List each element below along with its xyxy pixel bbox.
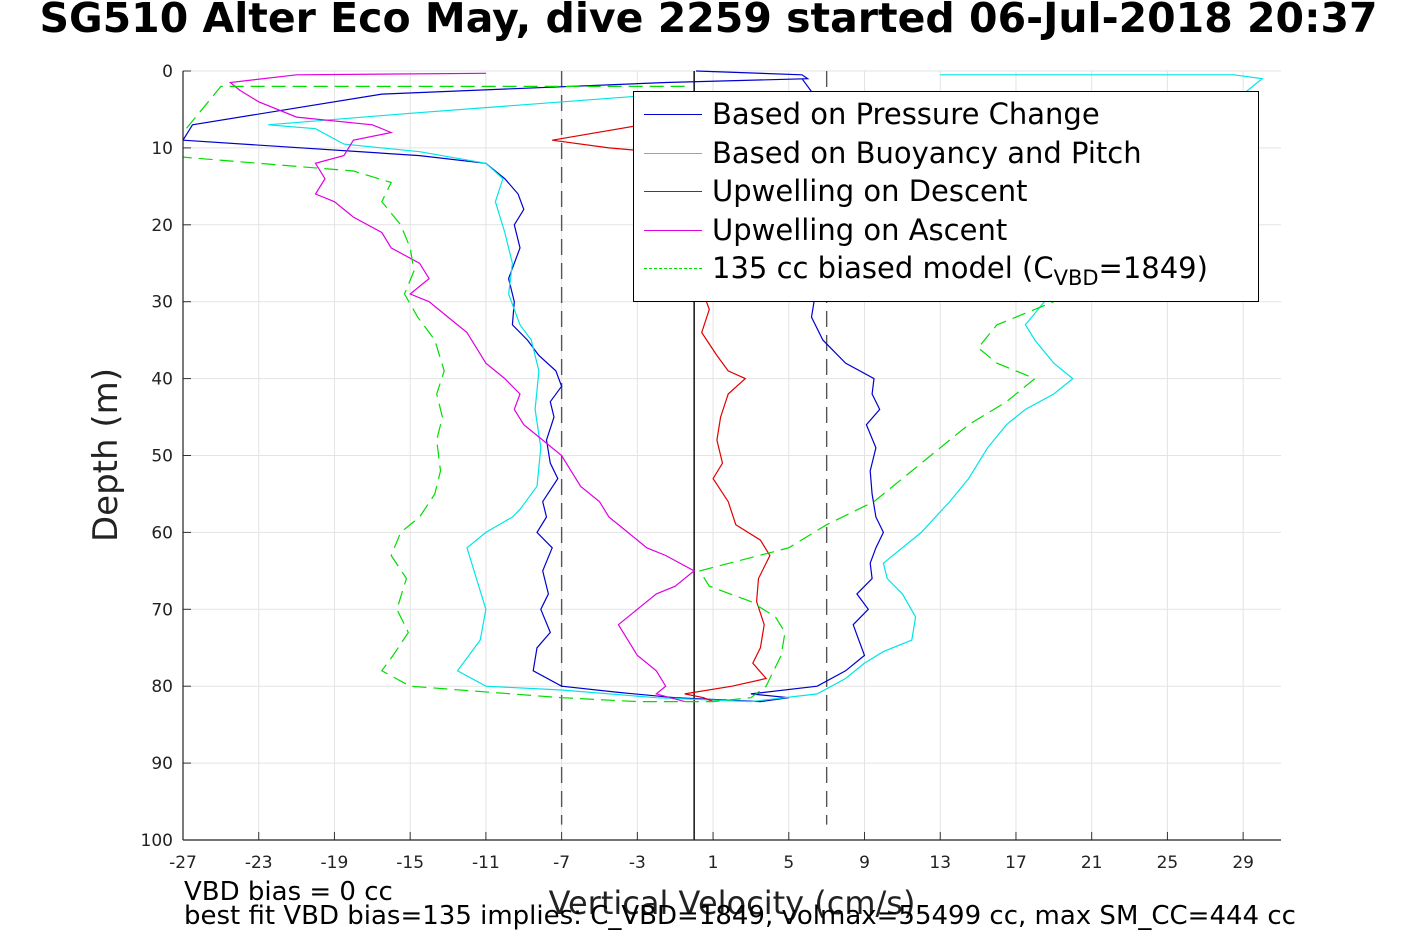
y-tick-label: 40 bbox=[151, 370, 173, 390]
y-tick-label: 100 bbox=[141, 831, 173, 851]
legend-swatch bbox=[644, 152, 702, 154]
x-tick-label: -15 bbox=[396, 853, 424, 873]
chart-title: SG510 Alter Eco May, dive 2259 started 0… bbox=[39, 0, 1378, 42]
series-line-4 bbox=[228, 72, 696, 703]
x-tick-label: 17 bbox=[1005, 853, 1027, 873]
legend-item: Upwelling on Ascent bbox=[634, 211, 1258, 249]
x-axis-label: Vertical Velocity (cm/s) bbox=[549, 884, 916, 922]
y-tick-label: 30 bbox=[151, 293, 173, 313]
x-tick-label: 29 bbox=[1232, 853, 1254, 873]
y-tick-label: 0 bbox=[162, 62, 173, 82]
axes bbox=[182, 70, 1281, 841]
x-tick-label: 1 bbox=[708, 853, 719, 873]
y-tick-label: 20 bbox=[151, 216, 173, 236]
legend-swatch bbox=[644, 268, 702, 269]
legend-label: Based on Buoyancy and Pitch bbox=[712, 136, 1142, 170]
legend-item: Based on Pressure Change bbox=[634, 95, 1258, 133]
legend-label: Upwelling on Descent bbox=[712, 174, 1028, 208]
legend-label: 135 cc biased model (CVBD=1849) bbox=[712, 251, 1208, 290]
legend-swatch bbox=[644, 191, 702, 192]
legend-label-text: Upwelling on Ascent bbox=[712, 212, 1008, 247]
tick-labels: -27 -23 -19 -15 -11 -7 -3 1 5 9 13 17 21 25 29 0 10 20 30 4… bbox=[141, 62, 1254, 873]
legend-label: Upwelling on Ascent bbox=[712, 213, 1007, 247]
x-tick-label: 5 bbox=[783, 853, 794, 873]
x-tick-label: 13 bbox=[929, 853, 951, 873]
y-tick-label: 10 bbox=[151, 139, 173, 159]
legend-item: Based on Buoyancy and Pitch bbox=[634, 134, 1258, 172]
vbd-bias-text: VBD bias = 0 cc bbox=[184, 877, 393, 907]
series-line-5 bbox=[183, 85, 1055, 703]
x-tick-label: 21 bbox=[1081, 853, 1103, 873]
y-tick-label: 80 bbox=[151, 677, 173, 697]
x-tick-label: -7 bbox=[553, 853, 570, 873]
x-tick-label: -27 bbox=[169, 853, 197, 873]
y-tick-label: 60 bbox=[151, 523, 173, 543]
legend-swatch bbox=[644, 229, 702, 231]
x-tick-label: -19 bbox=[321, 853, 349, 873]
series-line-1 bbox=[183, 70, 885, 703]
x-tick-label: 9 bbox=[859, 853, 870, 873]
legend-item: Upwelling on Descent bbox=[634, 172, 1258, 210]
best-fit-text: best fit VBD bias=135 implies: C_VBD=184… bbox=[184, 901, 1296, 931]
y-tick-label: 90 bbox=[151, 754, 173, 774]
legend-label-suffix: =1849) bbox=[1098, 251, 1208, 285]
legend-item: 135 cc biased model (CVBD=1849) bbox=[634, 249, 1258, 290]
legend-label-text: Upwelling on Descent bbox=[712, 174, 1028, 208]
x-tick-label: -3 bbox=[629, 853, 646, 873]
legend-label-text: Based on Buoyancy and Pitch bbox=[712, 135, 1142, 170]
x-tick-label: 25 bbox=[1157, 853, 1179, 873]
legend: Based on Pressure Change Based on Buoyanc… bbox=[633, 91, 1259, 302]
y-tick-label: 70 bbox=[151, 600, 173, 620]
legend-label: Based on Pressure Change bbox=[712, 97, 1100, 131]
x-tick-label: -23 bbox=[245, 853, 273, 873]
legend-label-text: 135 cc biased model (C bbox=[712, 251, 1054, 285]
x-tick-label: -11 bbox=[472, 853, 500, 873]
y-tick-label: 50 bbox=[151, 447, 173, 467]
legend-label-text: Based on Pressure Change bbox=[712, 97, 1100, 131]
legend-label-subscript: VBD bbox=[1053, 265, 1099, 290]
legend-swatch bbox=[644, 114, 702, 115]
y-axis-label: Depth (m) bbox=[86, 368, 126, 542]
